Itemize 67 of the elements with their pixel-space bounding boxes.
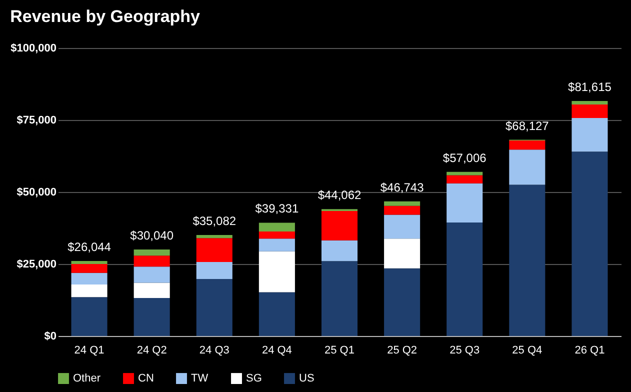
bar: [258, 292, 295, 336]
bar: [509, 184, 546, 336]
total-label: $81,615: [568, 80, 612, 94]
legend-label: SG: [246, 372, 262, 385]
bar: [258, 238, 295, 252]
y-tick-label: $25,000: [16, 258, 56, 270]
bar: [71, 264, 108, 273]
bar: [509, 140, 546, 150]
y-tick-label: $75,000: [16, 114, 56, 126]
x-tick-label: 25 Q3: [450, 344, 480, 356]
x-tick-label: 24 Q1: [74, 344, 104, 356]
bar: [384, 214, 420, 239]
x-tick-label: 25 Q4: [512, 344, 542, 356]
bar: [196, 262, 232, 279]
bar: [572, 152, 608, 336]
bar: [384, 206, 420, 215]
legend-label: CN: [138, 372, 154, 385]
x-tick-label: 24 Q2: [136, 344, 167, 356]
bar: [509, 150, 546, 185]
total-label: $46,743: [380, 180, 424, 194]
y-tick-label: $50,000: [16, 186, 56, 198]
bar: [258, 222, 295, 232]
bar: [258, 251, 295, 292]
bar: [572, 100, 608, 104]
bar: [134, 256, 170, 267]
bar: [71, 297, 108, 336]
x-tick-label: 26 Q1: [574, 344, 605, 356]
total-label: $57,006: [442, 150, 487, 165]
bar: [572, 104, 608, 118]
bar: [384, 238, 420, 268]
x-tick-label: 25 Q2: [387, 344, 418, 356]
x-tick-label: 25 Q1: [324, 344, 354, 356]
bar: [446, 183, 483, 223]
y-tick-label: $100,000: [10, 42, 56, 54]
bar: [384, 268, 420, 336]
bar: [71, 284, 108, 298]
bar: [572, 118, 608, 152]
bar: [321, 261, 358, 336]
x-tick-label: 24 Q3: [199, 344, 230, 356]
bar: [321, 211, 358, 240]
total-label: $39,331: [255, 202, 299, 216]
total-label: $35,082: [192, 214, 236, 228]
y-tick-label: $0: [44, 330, 56, 342]
total-label: $30,040: [130, 228, 174, 242]
x-tick-label: 24 Q4: [262, 344, 292, 356]
bar: [258, 231, 295, 239]
bar: [196, 238, 232, 262]
bar: [384, 201, 420, 206]
bar: [134, 298, 170, 336]
legend-label: TW: [191, 372, 209, 385]
bar: [196, 278, 232, 336]
legend-label: Other: [73, 372, 101, 385]
bar: [446, 172, 483, 176]
legend-label: US: [299, 372, 314, 385]
bar: [446, 222, 483, 336]
bar: [134, 282, 170, 298]
bar: [134, 249, 170, 256]
bar: [134, 266, 170, 283]
bar: [321, 240, 358, 262]
bar: [71, 272, 108, 284]
bar: [196, 234, 232, 238]
bar: [446, 175, 483, 184]
bar: [71, 260, 108, 264]
total-label: $68,127: [505, 118, 550, 133]
total-label: $26,044: [68, 240, 112, 254]
total-label: $44,062: [318, 188, 362, 202]
chart-title: Revenue by Geography: [10, 7, 201, 26]
